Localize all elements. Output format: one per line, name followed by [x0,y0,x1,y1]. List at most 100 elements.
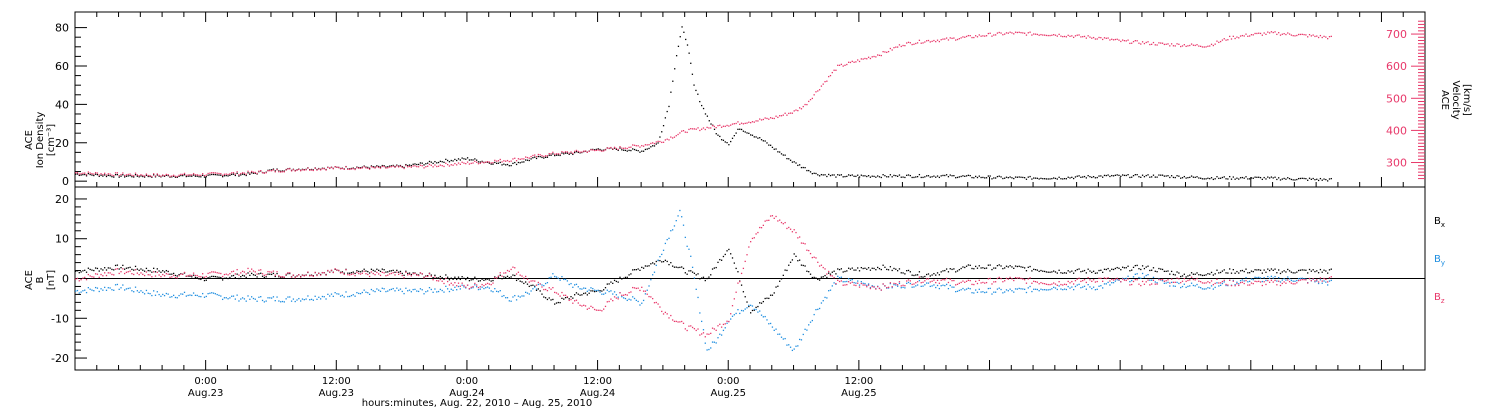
velocity-series-point [532,154,534,157]
bx-series-point [1281,271,1283,273]
bz-series-point [686,329,688,332]
bz-series-point [632,286,634,289]
by-series-point [403,292,405,295]
velocity-series-point [450,164,452,166]
bz-series-point [466,284,469,286]
bx-series-point [719,258,721,261]
ion-density-series-point [989,175,991,177]
velocity-series-point [187,174,189,176]
velocity-series-point [554,153,556,155]
ion-density-series-point [615,148,618,150]
velocity-series-point [359,167,362,170]
velocity-series-point [755,120,757,122]
by-series-point [191,294,193,297]
velocity-series-point [1327,38,1329,40]
bx-series-point [543,296,545,298]
bx-series-point [1140,268,1142,271]
ion-density-series-point [828,173,830,176]
ion-density-series-point [515,163,518,166]
by-series-point [300,300,302,302]
ion-density-series-point [1078,175,1080,177]
by-series-point [1323,280,1325,282]
velocity-series-point [666,138,668,140]
by-series-point [773,329,775,331]
ion-density-series-point [1058,176,1060,178]
bz-series-point [1005,277,1008,280]
velocity-series-point [87,171,90,173]
velocity-series-point [933,39,935,42]
bz-series-point [434,276,436,278]
bz-series-point [670,314,672,317]
ion-density-series-point [176,176,178,179]
velocity-series-point [1297,33,1300,36]
ion-density-series-point [730,140,732,143]
bx-series-point [1247,272,1249,274]
bx-series-point [252,274,255,276]
ion-density-series-point [98,175,100,178]
ion-density-series-point [1036,177,1038,179]
bx-series-point [203,279,206,282]
bz-series-point [1283,281,1285,283]
by-series-point [826,297,828,299]
bz-series-point [604,305,607,308]
velocity-series-point [216,172,218,174]
bx-series-point [91,269,93,271]
bz-series-point [1301,278,1303,281]
by-series-point [690,255,692,257]
velocity-series-point [1152,41,1155,44]
by-series-point [1170,281,1173,284]
ion-density-series-point [1192,176,1195,178]
by-series-point [238,300,240,302]
bz-series-point [873,286,875,288]
by-series-point [733,314,735,316]
ion-density-series-point [1102,176,1104,178]
velocity-series-point [1014,31,1017,33]
bx-series-point [1080,271,1082,273]
bx-series-point [628,274,630,276]
bx-series-point [942,270,944,272]
by-series-point [1042,289,1044,291]
bz-series-point [984,282,986,284]
by-series-point [1002,292,1004,294]
bz-series-point [1042,282,1044,285]
velocity-series-point [1183,44,1185,46]
bz-series-point [626,294,628,296]
bz-series-point [878,287,881,290]
ion-density-series-point [1198,177,1200,179]
bx-series-point [1000,265,1002,267]
by-series-point [521,295,523,297]
velocity-series-point [793,110,795,112]
ion-density-series-point [563,153,565,155]
velocity-series-point [138,175,140,177]
ion-density-series-point [492,163,494,165]
ion-density-series-point [397,165,400,167]
by-series-point [808,324,810,326]
bz-series-point [884,285,886,287]
bx-series-point [265,276,267,278]
velocity-series-point [590,149,592,151]
bx-series-point [975,265,977,268]
by-series-point [936,284,939,287]
bottom-left-label-line-3: [nT] [46,270,57,290]
bz-series-point [252,270,255,272]
velocity-series-point [842,65,844,67]
bx-series-point [702,276,705,278]
bx-series-point [123,268,126,270]
ion-density-series-point [129,174,131,177]
bx-series-point [969,264,971,266]
bz-series-point [1169,282,1171,284]
bx-series-point [1114,267,1117,270]
velocity-series-point [604,149,607,151]
bx-series-point [668,263,670,266]
bx-series-point [532,284,534,286]
bx-series-point [1297,269,1300,272]
ion-density-series-point [994,177,997,179]
bz-series-point [1156,283,1158,285]
top-right-tick-label: 700 [1386,28,1407,41]
ion-density-series-point [1323,178,1325,180]
by-series-point [1031,290,1033,293]
bz-series-point [690,325,692,327]
ion-density-series-point [1225,178,1227,180]
by-series-point [1072,288,1075,291]
bz-series-point [238,274,240,276]
